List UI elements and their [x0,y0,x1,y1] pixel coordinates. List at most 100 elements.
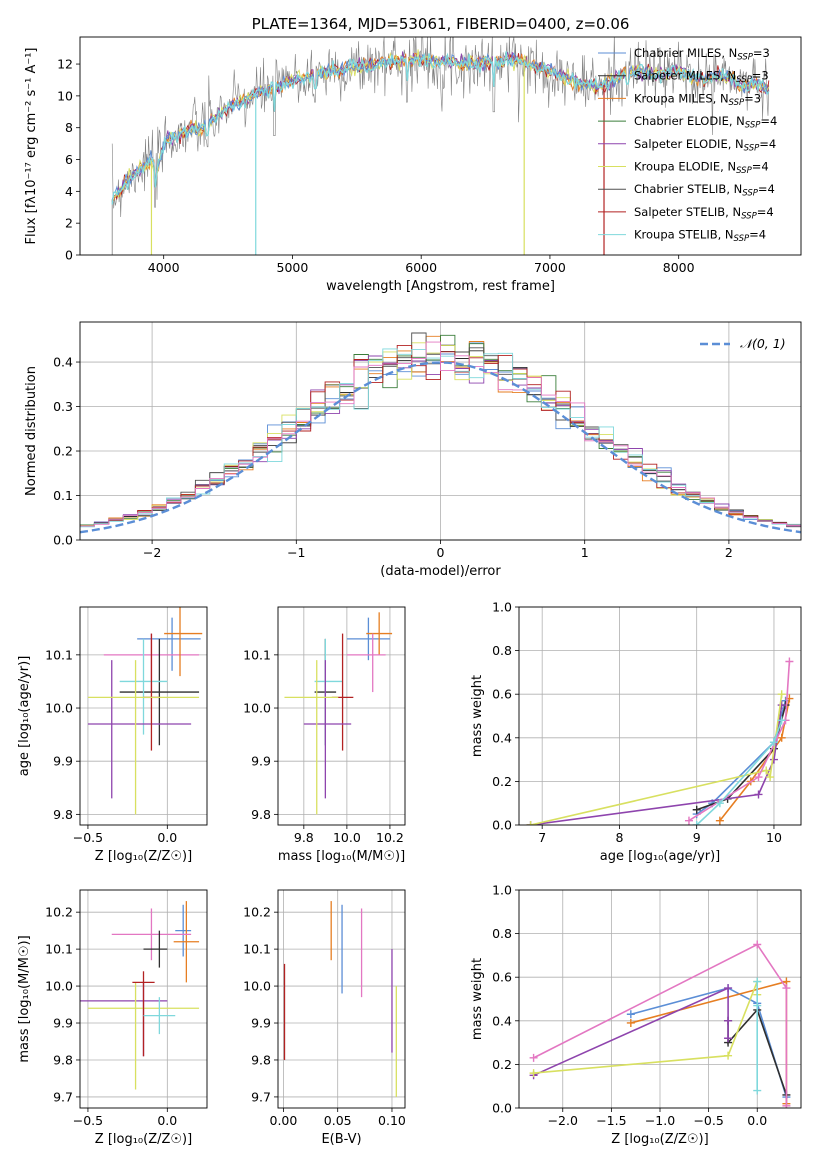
age_vs_Z-ytick-label: 9.9 [53,754,73,769]
series-marker [753,977,762,986]
residuals-ytick-label: 0.2 [53,444,73,459]
mass_vs_EBV-ytick-label: 10.1 [243,942,271,957]
age_vs_mass-xlabel: mass [log₁₀(M/M☉)] [278,849,405,864]
mass_vs_Z-ytick-label: 10.0 [45,979,73,994]
massweight_vs_age-xtick-label: 8 [615,830,623,845]
massweight_vs_Z-xlabel: Z [log₁₀(Z/Z☉)] [611,1132,708,1147]
massweight_vs_age-frame [518,606,802,826]
series-marker [777,701,786,710]
age_vs_Z-xtick-label: −0.5 [73,830,103,845]
gaussian-legend-label: 𝒩(0, 1) [740,336,786,351]
residuals-panel: −2 −1 0 1 2 0.0 0.1 0.2 0.3 0.4 (data-model)/error… [24,321,802,579]
series-marker [782,984,791,993]
massweight_vs_Z-ytick-label: 0.4 [492,1013,512,1028]
age_vs_Z-ytick-label: 10.0 [45,701,73,716]
mass_vs_EBV-ytick-label: 10.2 [243,905,271,920]
series-marker [692,821,701,825]
legend-entry: Salpeter STELIB, NSSP=4 [634,205,774,222]
massweight_vs_age-xtick-label: 10 [766,830,782,845]
series-line-salpeter_elodie [533,986,729,1077]
massweight_vs_age-ytick-label: 0.8 [492,643,512,658]
age_vs_mass-ytick-label: 10.0 [243,701,271,716]
massweight_vs_Z-ytick-label: 0.0 [492,1101,512,1116]
series-marker [526,821,535,825]
age_vs_mass-xtick-label: 9.8 [294,830,314,845]
mass_vs_EBV-ytick-label: 10.0 [243,979,271,994]
mass_vs_EBV-xtick-label: 0.10 [378,1113,406,1128]
residuals-plot-area [80,332,801,534]
spectrum-model-kroupa_stelib [111,51,770,205]
legend-label: Salpeter ELODIE, N [634,137,744,151]
spectrum-ylabel: Flux [fλ10⁻¹⁷ erg cm⁻² s⁻¹ A⁻¹] [24,48,39,245]
massweight_vs_Z-xtick-label: −1.0 [645,1113,675,1128]
massweight_vs_Z-frame [518,889,802,1109]
legend-sub: SSP [741,211,757,221]
mass_vs_Z-xtick-label: −0.5 [73,1113,103,1128]
series-marker [777,690,786,699]
series-line-kroupa_stelib [696,720,783,825]
mass_vs_Z-ytick-label: 9.8 [53,1052,73,1067]
mass_vs_EBV-ytick-label: 9.7 [251,1089,271,1104]
age_vs_mass-plot-area [284,612,393,815]
age_vs_mass-ytick-label: 9.8 [251,807,271,822]
residuals-xtick-label: 1 [581,545,589,560]
massweight_vs_age-ylabel: mass weight [470,675,485,757]
massweight_vs_age-xtick-label: 7 [538,830,546,845]
legend-sub: SSP [736,166,752,176]
massweight_vs_Z-ytick-label: 0.8 [492,926,512,941]
legend-sub: SSP [745,121,761,131]
age_vs_mass-ytick-label: 10.1 [243,647,271,662]
legend-entry: Kroupa STELIB, NSSP=4 [634,228,766,245]
massweight_vs_Z-xtick-label: −1.5 [596,1113,626,1128]
residuals-ytick-label: 0.3 [53,399,73,414]
legend-label: Chabrier STELIB, N [634,182,742,196]
massweight_vs_Z-ytick-label: 0.2 [492,1057,512,1072]
legend-sub: SSP [729,98,745,108]
series-marker [529,1053,538,1062]
legend-tail: =3 [752,69,769,83]
series-marker [769,738,778,747]
massweight_vs_age-ytick-label: 1.0 [492,600,512,615]
spectrum-xtick-label: 4000 [148,260,180,275]
age_vs_mass-panel: 9.8 10.0 10.2 9.8 9.9 10.0 10.1 mass [log₁₀(M/M… [243,606,406,864]
series-marker [766,773,775,782]
series-marker [753,940,762,949]
spectrum-ytick-label: 8 [65,120,73,135]
residuals-xtick-label: −1 [287,545,305,560]
series-marker [777,733,786,742]
mass_vs_Z-plot-area [80,901,200,1090]
massweight_vs_age-ytick-label: 0.2 [492,774,512,789]
legend-label: Salpeter MILES, N [634,69,736,83]
massweight_vs_Z-xtick-label: −2.0 [548,1113,578,1128]
spectrum-panel: 4000 5000 6000 7000 8000 0 2 4 6 8 10 12 wavelength … [24,15,802,294]
legend-tail: =3 [744,91,761,105]
massweight_vs_Z-xtick-label: 0.0 [747,1113,767,1128]
massweight_vs_Z-ytick-label: 1.0 [492,883,512,898]
age_vs_Z-ylabel: age [log₁₀(age/yr)] [17,656,32,777]
legend-entry: Chabrier MILES, NSSP=3 [634,46,770,63]
series-marker [724,1016,733,1025]
series-marker [684,816,693,825]
age_vs_mass-grid [278,607,405,825]
series-marker [785,657,794,666]
age_vs_Z-ytick-label: 9.8 [53,807,73,822]
gaussian-curve [80,361,801,534]
age_vs_Z-xtick-label: 0.0 [157,830,177,845]
mass_vs_Z-ytick-label: 10.1 [45,942,73,957]
legend-label: Kroupa MILES, N [634,91,729,105]
massweight_vs_age-xtick-label: 9 [693,830,701,845]
age_vs_Z-ytick-label: 10.1 [45,647,73,662]
legend-sub: SSP [742,189,758,199]
legend-label: Kroupa ELODIE, N [634,160,736,174]
series-line-kroupa_elodie [530,694,783,825]
massweight_vs_age-xlabel: age [log₁₀(age/yr)] [600,849,721,864]
age_vs_Z-panel: −0.5 0.0 9.8 9.9 10.0 10.1 Z [log₁₀(Z/Z☉)] age … [17,606,208,864]
legend-entry: Salpeter MILES, NSSP=3 [634,69,769,86]
mass_vs_Z-panel: −0.5 0.0 9.7 9.8 9.9 10.0 10.1 10.2 Z [log₁₀(Z/Z… [17,889,208,1147]
series-marker [715,816,724,825]
mass_vs_EBV-frame [277,889,406,1109]
spectrum-ytick-label: 4 [65,184,73,199]
legend-entry: Kroupa ELODIE, NSSP=4 [634,160,769,177]
